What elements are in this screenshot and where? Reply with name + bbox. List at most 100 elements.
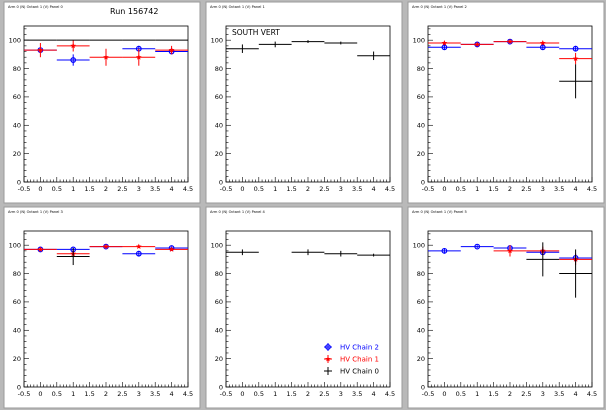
x-tick-label: 1 [71,390,75,398]
y-tick-label: 100 [211,36,223,44]
chart-panel-0: Arm 0 (N) Octant 1 (V) Panel 0-0.5 0 0.5 1 1… [3,1,201,204]
data-point [155,246,188,252]
x-tick-label: 2 [306,390,310,398]
y-tick-label: 40 [13,327,21,335]
marker-star [539,40,546,46]
marker-star [135,54,142,60]
y-tick-label: 0 [421,178,425,186]
panel-header-label: Arm 0 (N) Octant 1 (V) Panel 3 [8,210,63,214]
data-point [56,248,90,266]
data-point [226,249,259,256]
data-point [460,243,494,250]
y-tick-label: 80 [13,65,21,73]
x-tick-label: 4 [574,185,578,193]
y-tick-label: 60 [13,298,21,306]
x-tick-label: 4.5 [587,185,597,193]
panel-header-label: Arm 0 (N) Octant 1 (V) Panel 0 [8,5,63,9]
y-tick-label: 80 [215,270,223,278]
series-hv-chain-1 [24,40,188,66]
x-tick-label: 0.5 [254,390,264,398]
data-point [357,253,390,257]
legend-label: HV Chain 1 [340,356,379,364]
y-tick-label: 100 [9,241,21,249]
data-point [122,243,156,250]
x-tick-label: 3.5 [150,390,160,398]
x-tick-label: 0 [38,390,42,398]
data-point [258,41,292,48]
y-tick-label: 40 [13,122,21,130]
legend-label: HV Chain 2 [340,344,379,352]
x-tick-label: 1 [273,390,277,398]
y-tick-label: 20 [215,150,223,158]
plot-frame [427,230,593,388]
x-tick-label: 3.5 [352,185,362,193]
y-tick-label: 60 [417,93,425,101]
y-tick-label: 80 [13,270,21,278]
x-tick-label: -0.5 [18,185,31,193]
data-point [428,40,461,46]
x-tick-label: 0 [240,390,244,398]
x-tick-label: 4 [574,390,578,398]
x-tick-label: 0.5 [254,185,264,193]
legend-entry: HV Chain 1 [324,355,379,364]
marker-star [37,47,44,53]
x-tick-label: 4.5 [183,185,193,193]
x-tick-label: 2.5 [521,390,531,398]
marker-star [474,41,481,47]
marker-circle [539,44,546,51]
panel-header-label: Arm 0 (N) Octant 1 (V) Panel 4 [210,210,265,214]
legend: HV Chain 2 HV Chain 1 HV Chain 0 [324,343,379,376]
marker-star [507,38,513,45]
y-tick-label: 60 [215,298,223,306]
chart-panel-4: Arm 0 (N) Octant 1 (V) Panel 4-0.5 0 0.5 1 1… [205,206,403,409]
data-point [56,54,90,66]
data-point [357,51,390,61]
y-tick-label: 0 [421,383,425,391]
x-tick-label: 0.5 [456,185,466,193]
data-point [428,247,461,254]
legend-label: HV Chain 0 [340,368,379,376]
x-tick-label: 2.5 [319,185,329,193]
marker-circle [70,57,77,63]
x-tick-label: 0.5 [456,390,466,398]
data-point [226,44,259,53]
legend-entry: HV Chain 0 [324,367,379,376]
x-tick-label: 4.5 [385,390,395,398]
data-point [493,245,527,257]
data-point [291,40,325,44]
marker-star [70,42,77,49]
x-tick-label: -0.5 [422,185,435,193]
y-tick-label: 80 [417,270,425,278]
data-point [526,242,560,277]
x-tick-label: 0 [240,185,244,193]
x-tick-label: 2.5 [521,185,531,193]
x-tick-label: -0.5 [220,185,233,193]
x-tick-label: 3 [541,390,545,398]
x-tick-label: 1 [475,185,479,193]
y-tick-label: 100 [9,36,21,44]
x-tick-label: 1.5 [84,390,94,398]
x-tick-label: 4 [372,390,376,398]
x-tick-label: 1.5 [488,390,498,398]
y-tick-label: 60 [417,298,425,306]
x-tick-label: 0 [442,185,446,193]
x-tick-label: 1.5 [286,390,296,398]
x-tick-label: 0 [442,390,446,398]
data-point [24,43,57,58]
x-tick-label: 3.5 [352,390,362,398]
y-tick-label: 0 [219,178,223,186]
data-point [559,249,592,298]
plot-frame [23,230,189,388]
y-tick-label: 100 [413,241,425,249]
x-tick-label: 4 [170,390,174,398]
data-point [559,52,592,65]
y-tick-label: 20 [417,355,425,363]
data-point [324,250,358,257]
y-tick-label: 20 [13,150,21,158]
y-tick-label: 20 [417,150,425,158]
chart-panel-3: Arm 0 (N) Octant 1 (V) Panel 3-0.5 0 0.5 1 1… [3,206,201,409]
x-tick-label: 2.5 [319,390,329,398]
x-tick-label: 2 [104,185,108,193]
x-tick-label: 1.5 [488,185,498,193]
data-point [460,41,494,47]
